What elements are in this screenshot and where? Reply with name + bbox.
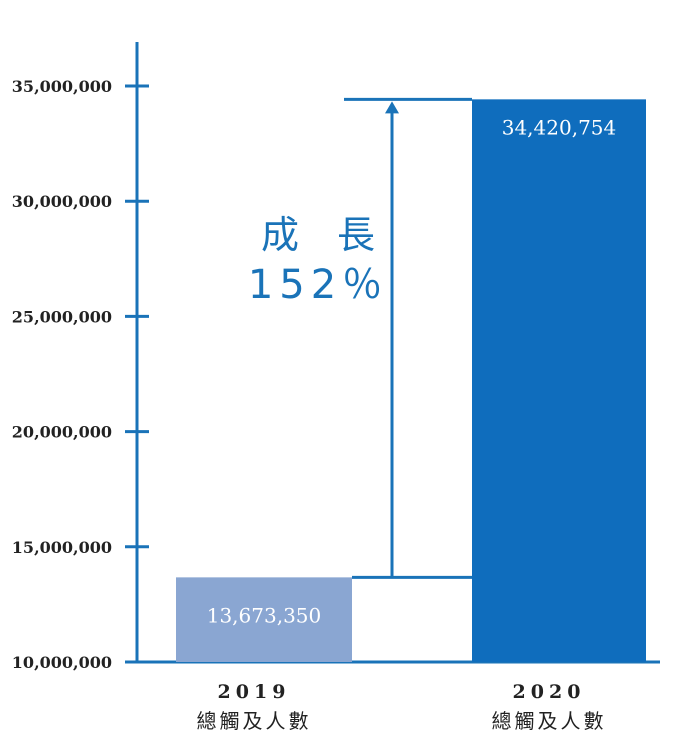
y-tick-label: 25,000,000 [12, 307, 112, 326]
x-tick-label: 總觸及人數 [197, 709, 312, 733]
y-tick-label: 35,000,000 [12, 77, 112, 96]
bar-2019 [176, 577, 352, 662]
growth-arrow-head [385, 101, 399, 114]
growth-label-line1: 成 長 [261, 213, 375, 257]
x-axis: 2019 總觸及人數 2020 總觸及人數 [137, 660, 660, 733]
bars: 13,673,350 34,420,754 [176, 99, 646, 662]
y-tick-label: 15,000,000 [12, 538, 112, 557]
bar-2020 [472, 99, 646, 662]
x-tick-label: 總觸及人數 [492, 709, 607, 733]
bar-value-label: 34,420,754 [502, 115, 617, 139]
y-tick-label: 10,000,000 [12, 653, 112, 672]
growth-label-line2: 152％ [248, 262, 388, 308]
y-tick-label: 20,000,000 [12, 423, 112, 442]
bar-value-label: 13,673,350 [207, 603, 322, 627]
growth-annotation: 成 長 152％ [248, 97, 472, 579]
x-tick-year: 2019 [218, 681, 291, 703]
y-tick-label: 30,000,000 [12, 192, 112, 211]
y-axis: 10,000,000 15,000,000 20,000,000 25,000,000… [12, 42, 149, 672]
x-tick-year: 2020 [513, 681, 586, 703]
